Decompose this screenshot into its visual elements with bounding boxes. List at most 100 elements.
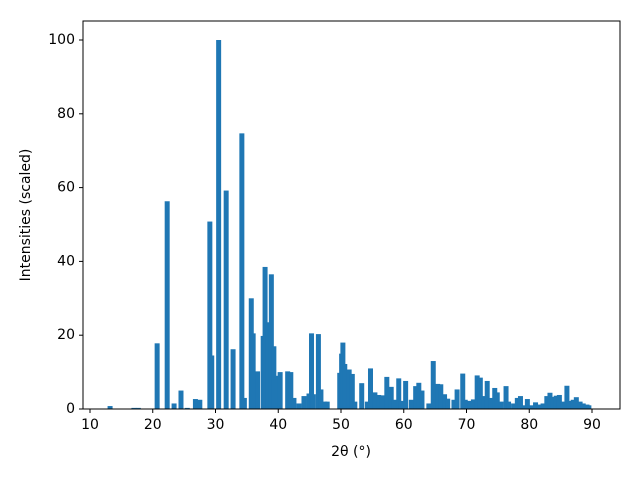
bar (522, 405, 528, 409)
y-tick-label: 100 (48, 32, 75, 48)
bar (250, 333, 256, 409)
bar (454, 389, 460, 409)
bar (470, 399, 476, 409)
bar (197, 399, 203, 409)
bar (291, 397, 297, 409)
y-tick-label: 80 (57, 106, 75, 122)
bar (273, 375, 279, 409)
x-tick-label: 50 (332, 417, 350, 433)
bar (346, 369, 352, 409)
bar (564, 385, 570, 409)
bar (265, 322, 271, 409)
x-tick-label: 70 (458, 417, 476, 433)
y-tick-label: 60 (57, 180, 75, 196)
bar (379, 395, 385, 409)
bar (524, 399, 530, 409)
bar (310, 394, 316, 409)
bar (528, 405, 534, 409)
bar (364, 401, 370, 409)
bar (296, 403, 302, 409)
bar (241, 397, 247, 409)
bar (462, 399, 468, 409)
bar (514, 397, 520, 409)
bar (484, 380, 490, 409)
bar (301, 396, 307, 409)
bar (467, 400, 473, 409)
bar (419, 390, 425, 409)
bar (511, 403, 517, 409)
bar (372, 392, 378, 409)
bar (268, 274, 274, 409)
bar (359, 383, 365, 409)
bar (503, 386, 509, 409)
bar (315, 334, 321, 409)
bar (426, 403, 432, 409)
bar (550, 396, 556, 409)
bar (255, 371, 261, 409)
bar (408, 399, 414, 409)
bar (413, 386, 419, 409)
bar (481, 396, 487, 409)
bar (131, 407, 137, 409)
bar (262, 266, 268, 409)
bar (540, 403, 546, 409)
bar (416, 382, 422, 409)
bar (164, 201, 170, 409)
bar (342, 363, 348, 409)
bar (445, 398, 451, 409)
bar (135, 407, 141, 409)
bar (488, 397, 494, 409)
x-tick-label: 90 (583, 417, 601, 433)
bar (288, 372, 294, 409)
x-tick-label: 30 (207, 417, 225, 433)
bar (533, 402, 539, 409)
bar (352, 401, 358, 409)
bar (570, 399, 576, 409)
bar (230, 349, 236, 409)
bar (506, 401, 512, 409)
x-tick-label: 80 (520, 417, 538, 433)
y-tick-label: 20 (57, 327, 75, 343)
bar (492, 387, 498, 409)
bar (577, 401, 583, 409)
bar (517, 396, 523, 409)
bar (192, 399, 198, 409)
bar (384, 376, 390, 409)
bar (451, 399, 457, 409)
bar (547, 392, 553, 409)
bar (367, 368, 373, 409)
bar (171, 403, 177, 409)
y-tick-label: 40 (57, 253, 75, 269)
bar (438, 384, 444, 409)
bar (398, 400, 404, 409)
bar (178, 390, 184, 409)
bar (349, 373, 355, 409)
bar (435, 383, 441, 409)
bar (403, 380, 409, 409)
x-tick-label: 40 (269, 417, 287, 433)
x-tick-label: 10 (81, 417, 99, 433)
bar (586, 405, 592, 409)
bar (207, 221, 213, 409)
bar (560, 401, 566, 409)
bar (498, 401, 504, 409)
bar (566, 400, 572, 409)
bar (306, 393, 312, 409)
bar (309, 333, 315, 409)
bar (376, 394, 382, 409)
bar (442, 394, 448, 409)
x-axis-label: 2θ (°) (331, 444, 371, 460)
bar (209, 355, 215, 409)
bar (474, 375, 480, 409)
bar (223, 190, 229, 409)
bar (477, 377, 483, 409)
bar (556, 394, 562, 409)
bar (216, 40, 222, 410)
bar (271, 346, 277, 409)
y-tick-label: 0 (66, 401, 75, 417)
bar (573, 397, 579, 409)
bar (460, 373, 466, 409)
bar (324, 401, 330, 409)
bar (494, 392, 500, 409)
